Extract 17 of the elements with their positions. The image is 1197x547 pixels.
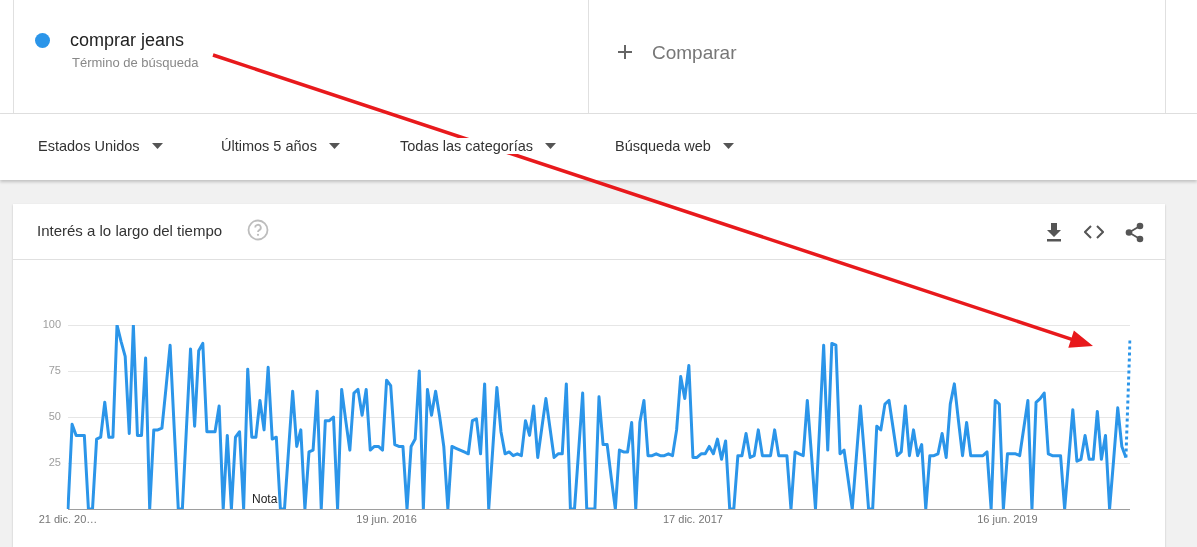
x-tick-label: 16 jun. 2019	[977, 512, 1038, 525]
y-tick-label: 100	[42, 318, 61, 331]
y-tick-label: 50	[48, 410, 61, 423]
text: Todas las categorías	[400, 138, 533, 154]
x-tick-label: 19 jun. 2016	[356, 512, 417, 525]
annotation: Nota	[252, 492, 278, 506]
x-tick-label: 17 dic. 2017	[662, 512, 723, 525]
y-tick-label: 25	[48, 456, 61, 469]
text: Término de búsqueda	[72, 55, 199, 70]
y-tick-label: 75	[48, 364, 61, 377]
chart-title: Interés a lo largo del tiempo	[37, 222, 223, 239]
legend-label: comprar jeans	[70, 30, 185, 51]
text: Comparar	[652, 42, 737, 63]
text: Búsqueda web	[615, 138, 711, 154]
x-tick-label: 21 dic. 20…	[38, 512, 98, 525]
text: Estados Unidos	[38, 138, 140, 154]
text: Últimos 5 años	[221, 138, 317, 154]
